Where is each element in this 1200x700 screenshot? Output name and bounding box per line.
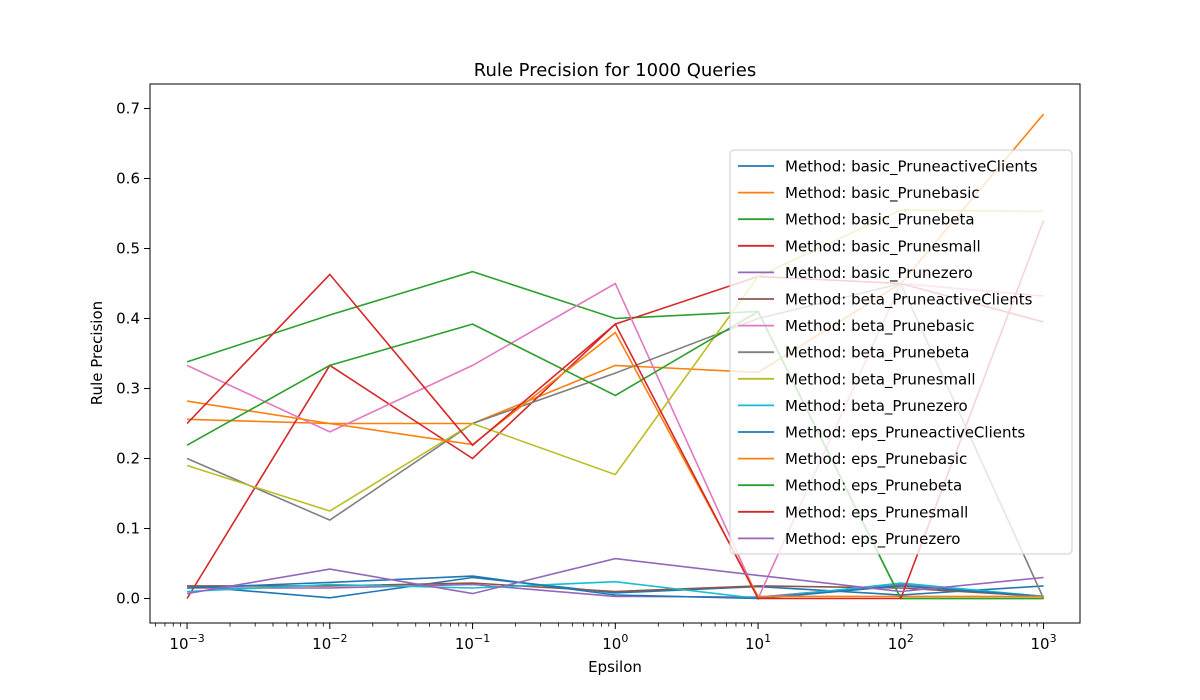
legend-label: Method: beta_PruneactiveClients (785, 291, 1033, 310)
legend-label: Method: beta_Prunesmall (785, 370, 976, 389)
legend-label: Method: basic_Prunesmall (785, 237, 981, 256)
legend-entry: Method: beta_Prunesmall (738, 370, 976, 389)
legend-box (729, 149, 1073, 555)
y-tick-label: 0.5 (116, 240, 140, 258)
legend-label: Method: eps_Prunezero (785, 530, 960, 549)
legend-entry: Method: beta_PruneactiveClients (738, 291, 1033, 310)
y-tick-label: 0.2 (116, 450, 140, 468)
legend-label: Method: eps_Prunesmall (785, 503, 968, 522)
series-line-10 (187, 575, 1044, 600)
legend-entry: Method: basic_Prunebeta (738, 211, 975, 230)
legend-entry: Method: beta_Prunebeta (738, 344, 969, 363)
series-line-4 (187, 583, 1044, 598)
legend-label: Method: beta_Prunebeta (785, 344, 969, 363)
legend-label: Method: beta_Prunezero (785, 397, 968, 416)
y-tick-label: 0.4 (116, 310, 140, 328)
chart-title: Rule Precision for 1000 Queries (474, 60, 756, 81)
legend-entry: Method: beta_Prunebasic (738, 317, 975, 336)
x-tick-label: 103 (1031, 632, 1057, 653)
series-line-9 (187, 580, 1044, 600)
y-tick-label: 0.6 (116, 170, 140, 188)
x-tick-label: 101 (745, 632, 771, 653)
legend-entry: Method: eps_Prunebasic (738, 450, 967, 469)
legend-label: Method: basic_PruneactiveClients (785, 158, 1038, 177)
x-tick-label: 100 (602, 632, 628, 653)
x-tick-label: 10−2 (312, 632, 347, 653)
legend-label: Method: basic_Prunebeta (785, 211, 975, 230)
legend-entry: Method: eps_PruneactiveClients (738, 424, 1025, 443)
series-line-14 (186, 557, 1044, 595)
y-tick-label: 0.3 (116, 380, 140, 398)
series-line-0 (186, 576, 1044, 599)
series-line-5 (187, 582, 1044, 598)
legend-label: Method: eps_PruneactiveClients (785, 424, 1025, 443)
legend-entry: Method: basic_Prunezero (738, 264, 973, 283)
legend-entry: Method: basic_Prunesmall (738, 237, 981, 256)
legend-entry: Method: eps_Prunezero (738, 530, 960, 549)
legend-entry: Method: basic_PruneactiveClients (738, 158, 1038, 177)
legend-entry: Method: beta_Prunezero (738, 397, 968, 416)
legend-entry: Method: eps_Prunebeta (738, 477, 962, 496)
legend-entry: Method: basic_Prunebasic (738, 184, 980, 203)
y-axis: 0.0 0.1 0.2 0.3 0.4 0.5 0.6 0.7 (116, 100, 150, 608)
y-axis-label: Rule Precision (88, 301, 106, 405)
legend-label: Method: eps_Prunebasic (785, 450, 967, 469)
series-line-13 (186, 220, 1045, 600)
x-axis: 10−3 10−2 10−1 100 101 102 103 (154, 623, 1057, 653)
legend-label: Method: basic_Prunebasic (785, 184, 980, 203)
legend-label: Method: beta_Prunebasic (785, 317, 975, 336)
y-tick-label: 0.1 (116, 520, 140, 538)
legend: Method: basic_PruneactiveClients Method: … (729, 149, 1073, 555)
x-tick-label: 102 (888, 632, 914, 653)
x-tick-label: 10−3 (169, 632, 204, 653)
legend-label: Method: basic_Prunezero (785, 264, 973, 283)
legend-label: Method: eps_Prunebeta (785, 477, 962, 496)
y-tick-label: 0.7 (116, 100, 140, 118)
y-tick-label: 0.0 (116, 590, 140, 608)
x-tick-label: 10−1 (455, 632, 490, 653)
legend-entry: Method: eps_Prunesmall (738, 503, 968, 522)
x-axis-label: Epsilon (588, 658, 642, 676)
